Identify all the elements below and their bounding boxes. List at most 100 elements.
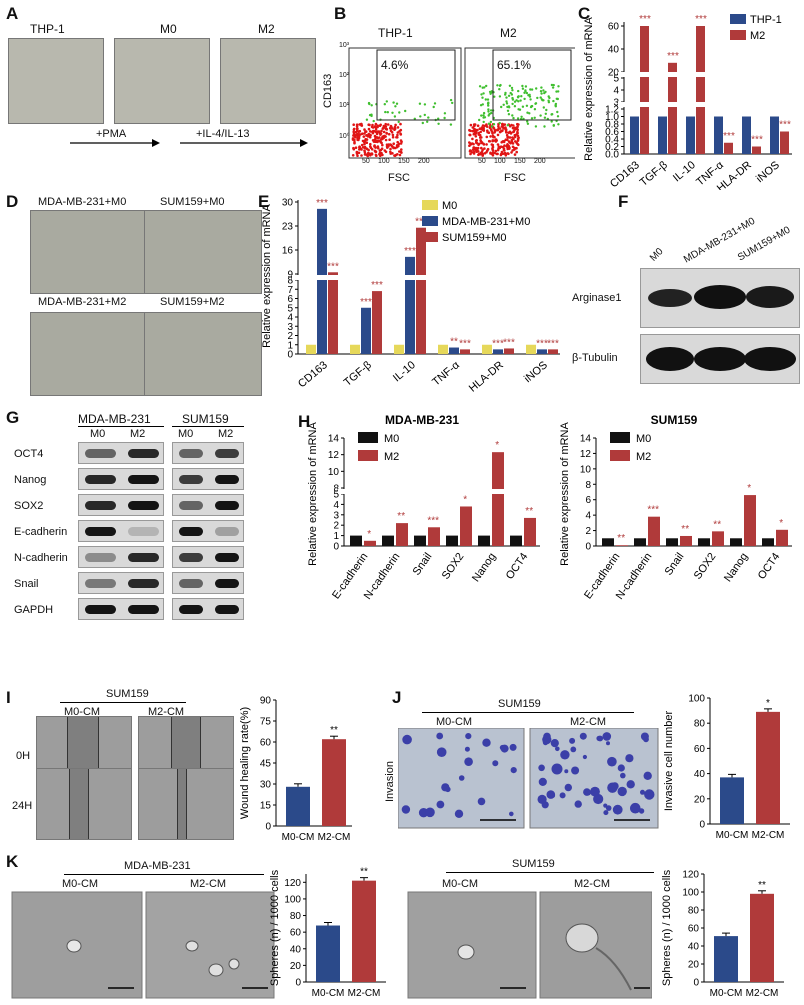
b-dot xyxy=(557,85,560,88)
bar-ytick-label: 80 xyxy=(688,906,700,917)
b-dot xyxy=(367,127,371,131)
e-ytick-label: 5 xyxy=(287,303,293,314)
e-legend-label: SUM159+M0 xyxy=(442,232,507,244)
b-dot xyxy=(511,142,515,145)
b-dot xyxy=(507,131,510,134)
b-dot xyxy=(384,110,387,114)
bar-ytick-label: 60 xyxy=(260,738,272,749)
bar-ytick-label: 0 xyxy=(265,822,271,833)
h-ytick-label: 5 xyxy=(333,490,339,501)
b-dot xyxy=(363,145,367,149)
e-xtick-label: IL-10 xyxy=(391,359,418,384)
b-dot xyxy=(496,133,500,137)
c-sig: *** xyxy=(723,131,735,142)
h-axis-break xyxy=(338,489,538,494)
b-dot xyxy=(393,128,396,131)
b-dot xyxy=(482,92,485,95)
d-image-mda-m2 xyxy=(30,312,148,396)
e-sig: *** xyxy=(547,338,559,349)
j-cell xyxy=(464,746,470,752)
b-dot xyxy=(554,105,557,108)
b-dot xyxy=(392,142,395,145)
h-ytick-label: 14 xyxy=(580,434,592,445)
b-dot xyxy=(362,135,366,138)
b-dot xyxy=(369,154,372,157)
b-dot xyxy=(550,120,553,123)
b-dot xyxy=(482,114,485,117)
j-cell xyxy=(454,809,464,818)
d-image-sum-m2 xyxy=(144,312,262,396)
h-bar-OCT4-0 xyxy=(762,538,774,546)
b-dot xyxy=(367,132,371,136)
j-cell xyxy=(402,734,412,745)
g-band xyxy=(85,605,116,614)
b-dot xyxy=(370,104,373,107)
e-bar-HLA-DR-0 xyxy=(482,344,492,354)
b-dot xyxy=(499,152,503,156)
g-blot-box xyxy=(78,572,164,594)
bar-M2-CM xyxy=(750,893,774,982)
g-band xyxy=(128,501,159,510)
b-dot xyxy=(363,153,367,156)
j-cell xyxy=(640,732,649,741)
b-dot xyxy=(485,135,489,139)
j-cell xyxy=(555,746,560,752)
b-dot xyxy=(353,138,356,142)
g-band xyxy=(215,475,239,484)
b-dot xyxy=(369,142,372,146)
g-band xyxy=(215,553,239,562)
c-ytick-label: 0.8 xyxy=(605,120,619,131)
h-ylabel: Relative expression of mRNA xyxy=(559,422,571,566)
bar-ytick-label: 120 xyxy=(284,878,301,889)
b-dot xyxy=(400,148,403,151)
e-ytick-label: 4 xyxy=(287,313,293,324)
j-cell xyxy=(425,807,435,818)
b-dot xyxy=(373,140,377,143)
b-dot xyxy=(511,136,514,139)
b-xlabel-1: FSC xyxy=(388,172,410,184)
b-dot xyxy=(557,90,560,93)
g-band xyxy=(128,475,159,484)
b-dot xyxy=(504,128,508,131)
b-dot xyxy=(524,85,528,88)
a-arrow-pma: +PMA xyxy=(96,128,127,140)
c-ytick-label: 0.0 xyxy=(605,150,619,161)
b-dot xyxy=(480,141,484,144)
j-cell xyxy=(441,783,450,792)
a-label-thp1: THP-1 xyxy=(30,22,65,36)
b-xtick-7: 200 xyxy=(534,158,546,165)
b-dot xyxy=(352,130,355,134)
d-label-mda-m0: MDA-MB-231+M0 xyxy=(38,196,127,208)
h-xtick-label: OCT4 xyxy=(756,551,783,582)
c-ytick-label: 4 xyxy=(613,86,619,97)
b-dot xyxy=(363,149,366,152)
b-dot xyxy=(500,141,503,144)
b-dot xyxy=(529,105,533,109)
b-dot xyxy=(536,96,539,100)
b-dot xyxy=(500,129,503,133)
j-cell xyxy=(648,791,654,798)
e-ytick-label: 0 xyxy=(287,350,293,361)
j-cell xyxy=(640,789,645,795)
b-dot xyxy=(476,124,480,127)
b-dot xyxy=(395,144,399,147)
b-dot xyxy=(480,93,483,96)
b-dot xyxy=(478,118,481,122)
b-title-m2: M2 xyxy=(500,26,517,40)
b-dot xyxy=(384,122,387,126)
e-ytick-label: 3 xyxy=(287,322,293,333)
i-row-24h: 24H xyxy=(12,800,33,812)
b-dot xyxy=(357,151,361,155)
bar-M2-CM xyxy=(352,880,376,982)
b-dot xyxy=(361,146,365,149)
j-cell xyxy=(509,811,514,817)
b-dot xyxy=(377,130,381,133)
b-dot xyxy=(474,135,478,138)
h-ytick-label: 2 xyxy=(585,526,591,537)
b-dot xyxy=(541,99,544,102)
h-sig: *** xyxy=(647,505,659,516)
b-dot xyxy=(468,141,471,144)
j-cell xyxy=(579,732,587,740)
h-xtick-label: Nanog xyxy=(470,551,498,584)
b-dot xyxy=(510,86,514,90)
